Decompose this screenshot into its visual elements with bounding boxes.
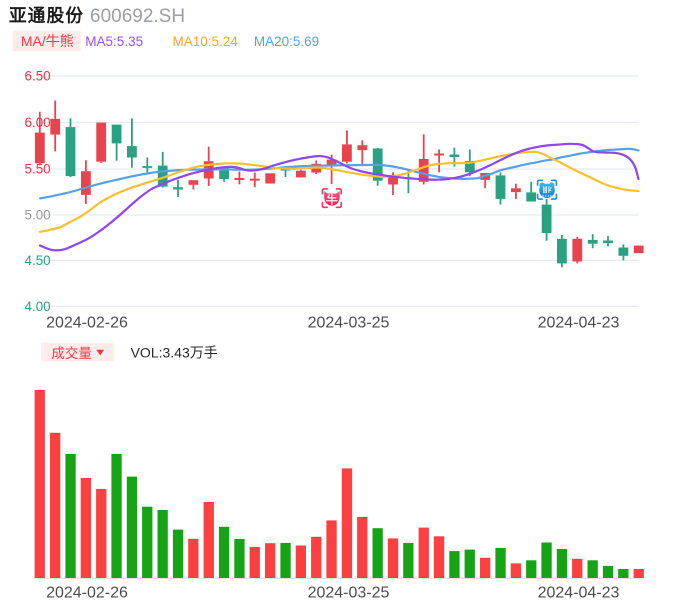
svg-text:6.50: 6.50 — [25, 69, 51, 84]
svg-text:MA20:5.69: MA20:5.69 — [254, 34, 319, 49]
svg-text:MA10:5.24: MA10:5.24 — [173, 34, 239, 49]
svg-text:MA5:5.35: MA5:5.35 — [85, 34, 143, 49]
svg-text:成交量: 成交量 — [51, 345, 92, 361]
svg-text:2024-04-23: 2024-04-23 — [538, 315, 620, 332]
svg-text:MA/牛熊: MA/牛熊 — [21, 33, 74, 49]
svg-text:5.50: 5.50 — [25, 162, 51, 177]
svg-text:2024-03-25: 2024-03-25 — [308, 315, 390, 332]
svg-text:VOL:3.43万手: VOL:3.43万手 — [131, 344, 218, 360]
svg-text:2024-03-25: 2024-03-25 — [308, 585, 390, 602]
svg-text:5.00: 5.00 — [25, 208, 51, 223]
svg-text:2024-02-26: 2024-02-26 — [46, 315, 128, 332]
svg-text:2024-04-23: 2024-04-23 — [538, 585, 620, 602]
svg-text:4.00: 4.00 — [25, 299, 51, 314]
svg-text:600692.SH: 600692.SH — [90, 6, 185, 27]
svg-text:4.50: 4.50 — [25, 253, 51, 268]
svg-text:亚通股份: 亚通股份 — [9, 6, 84, 26]
svg-text:6.00: 6.00 — [25, 115, 51, 130]
svg-text:2024-02-26: 2024-02-26 — [46, 585, 128, 602]
